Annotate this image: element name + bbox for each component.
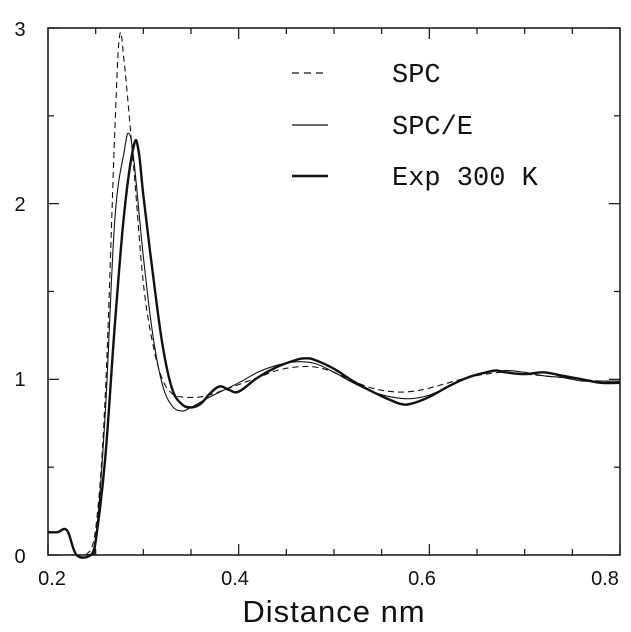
series-lines [47,31,621,559]
legend: SPC SPC/E Exp 300 K [292,61,539,194]
legend-label-spc: SPC [392,61,441,91]
axis-ticks [47,27,621,556]
y-tick-label: 0 [14,546,25,568]
y-tick-label: 1 [14,369,25,391]
series-line-2 [47,138,621,559]
y-tick-label: 2 [14,194,25,216]
plot-frame [47,27,621,556]
x-axis-title: Distance nm [242,594,425,629]
legend-label-spce: SPC/E [392,113,473,143]
x-tick-label: 0.6 [408,568,436,590]
series-line-1 [85,132,620,556]
x-tick-label: 0.2 [38,568,66,590]
series-line-0 [85,31,621,556]
x-tick-label: 0.8 [591,568,619,590]
y-tick-label: 3 [14,19,25,41]
legend-label-exp: Exp 300 K [392,164,539,194]
x-tick-label: 0.4 [221,568,249,590]
